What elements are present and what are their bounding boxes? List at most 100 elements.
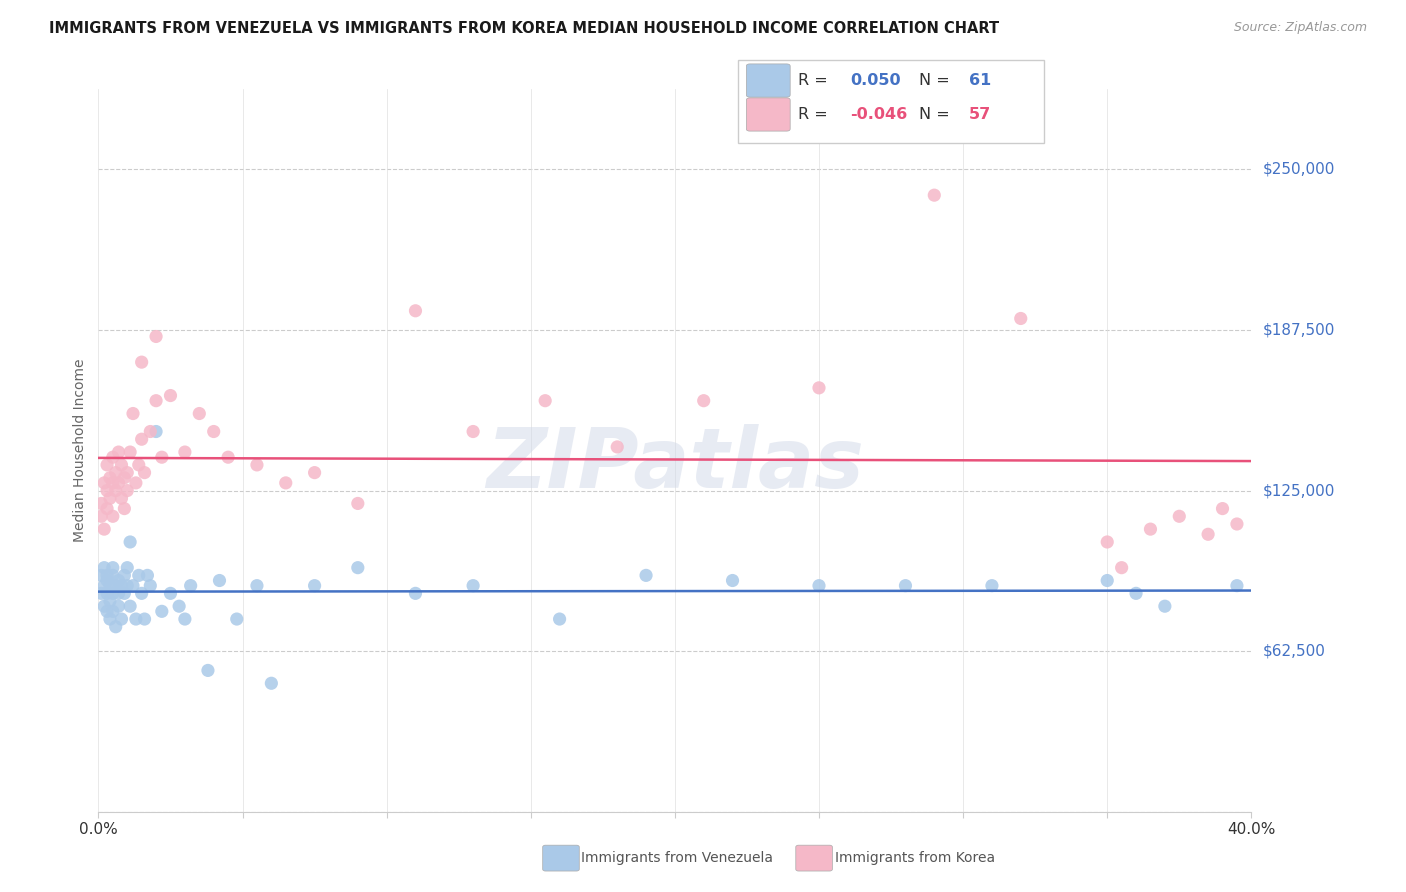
Point — [96, 568, 118, 582]
Point — [188, 407, 211, 421]
Text: N =: N = — [920, 107, 955, 122]
Point — [90, 586, 112, 600]
Text: Immigrants from Korea: Immigrants from Korea — [835, 851, 995, 865]
Point — [134, 612, 156, 626]
Point — [139, 579, 162, 593]
Point — [98, 594, 121, 608]
Point — [461, 579, 484, 593]
Point — [636, 568, 658, 582]
Point — [131, 586, 153, 600]
Point — [1111, 560, 1133, 574]
Point — [104, 466, 127, 480]
Text: Immigrants from Venezuela: Immigrants from Venezuela — [581, 851, 773, 865]
Point — [159, 388, 181, 402]
Point — [107, 475, 129, 490]
Point — [304, 579, 326, 593]
Point — [1139, 522, 1161, 536]
FancyBboxPatch shape — [747, 98, 790, 131]
Point — [125, 612, 148, 626]
Point — [1168, 509, 1191, 524]
FancyBboxPatch shape — [747, 64, 790, 97]
Point — [98, 579, 121, 593]
Text: 0.050: 0.050 — [851, 73, 901, 88]
Text: $250,000: $250,000 — [1263, 162, 1334, 177]
Point — [167, 599, 190, 614]
Point — [101, 586, 124, 600]
Point — [120, 599, 142, 614]
Point — [217, 450, 239, 465]
Point — [93, 560, 115, 574]
Point — [894, 579, 917, 593]
Point — [107, 445, 129, 459]
Point — [693, 393, 716, 408]
Point — [110, 458, 132, 472]
Point — [274, 475, 297, 490]
Text: R =: R = — [799, 73, 834, 88]
Point — [1154, 599, 1177, 614]
Point — [1125, 586, 1147, 600]
Point — [1212, 501, 1234, 516]
Point — [180, 579, 202, 593]
Point — [107, 599, 129, 614]
Text: 61: 61 — [969, 73, 991, 88]
Point — [1010, 311, 1032, 326]
Point — [721, 574, 744, 588]
Point — [107, 586, 129, 600]
Point — [405, 586, 427, 600]
Point — [101, 560, 124, 574]
Point — [1226, 516, 1249, 531]
Text: IMMIGRANTS FROM VENEZUELA VS IMMIGRANTS FROM KOREA MEDIAN HOUSEHOLD INCOME CORRE: IMMIGRANTS FROM VENEZUELA VS IMMIGRANTS … — [49, 21, 1000, 37]
Point — [606, 440, 628, 454]
Point — [107, 574, 129, 588]
Point — [110, 491, 132, 506]
Point — [101, 450, 124, 465]
Point — [174, 445, 197, 459]
Point — [128, 568, 150, 582]
Text: -0.046: -0.046 — [851, 107, 907, 122]
Point — [96, 604, 118, 618]
Y-axis label: Median Household Income: Median Household Income — [73, 359, 87, 542]
Text: $125,000: $125,000 — [1263, 483, 1334, 498]
Point — [346, 560, 368, 574]
Point — [104, 579, 127, 593]
Point — [225, 612, 247, 626]
Point — [145, 329, 167, 343]
Point — [96, 501, 118, 516]
Point — [405, 303, 427, 318]
Point — [117, 483, 139, 498]
Text: $187,500: $187,500 — [1263, 323, 1334, 337]
Point — [808, 381, 831, 395]
FancyBboxPatch shape — [738, 61, 1043, 144]
Point — [120, 535, 142, 549]
Point — [112, 471, 135, 485]
Point — [260, 676, 283, 690]
Point — [131, 355, 153, 369]
Point — [145, 425, 167, 439]
Point — [120, 445, 142, 459]
Point — [122, 579, 145, 593]
Point — [1197, 527, 1219, 541]
Text: Source: ZipAtlas.com: Source: ZipAtlas.com — [1233, 21, 1367, 35]
Point — [90, 496, 112, 510]
Point — [808, 579, 831, 593]
Point — [136, 568, 159, 582]
Point — [112, 501, 135, 516]
Point — [131, 432, 153, 446]
Point — [93, 475, 115, 490]
Point — [174, 612, 197, 626]
Point — [150, 604, 173, 618]
Point — [101, 568, 124, 582]
Point — [93, 522, 115, 536]
Point — [981, 579, 1004, 593]
Point — [101, 604, 124, 618]
Point — [104, 483, 127, 498]
Point — [134, 466, 156, 480]
Point — [346, 496, 368, 510]
Point — [90, 568, 112, 582]
Point — [96, 574, 118, 588]
Point — [246, 458, 269, 472]
Point — [117, 466, 139, 480]
Point — [1097, 574, 1119, 588]
Point — [93, 599, 115, 614]
Point — [110, 579, 132, 593]
